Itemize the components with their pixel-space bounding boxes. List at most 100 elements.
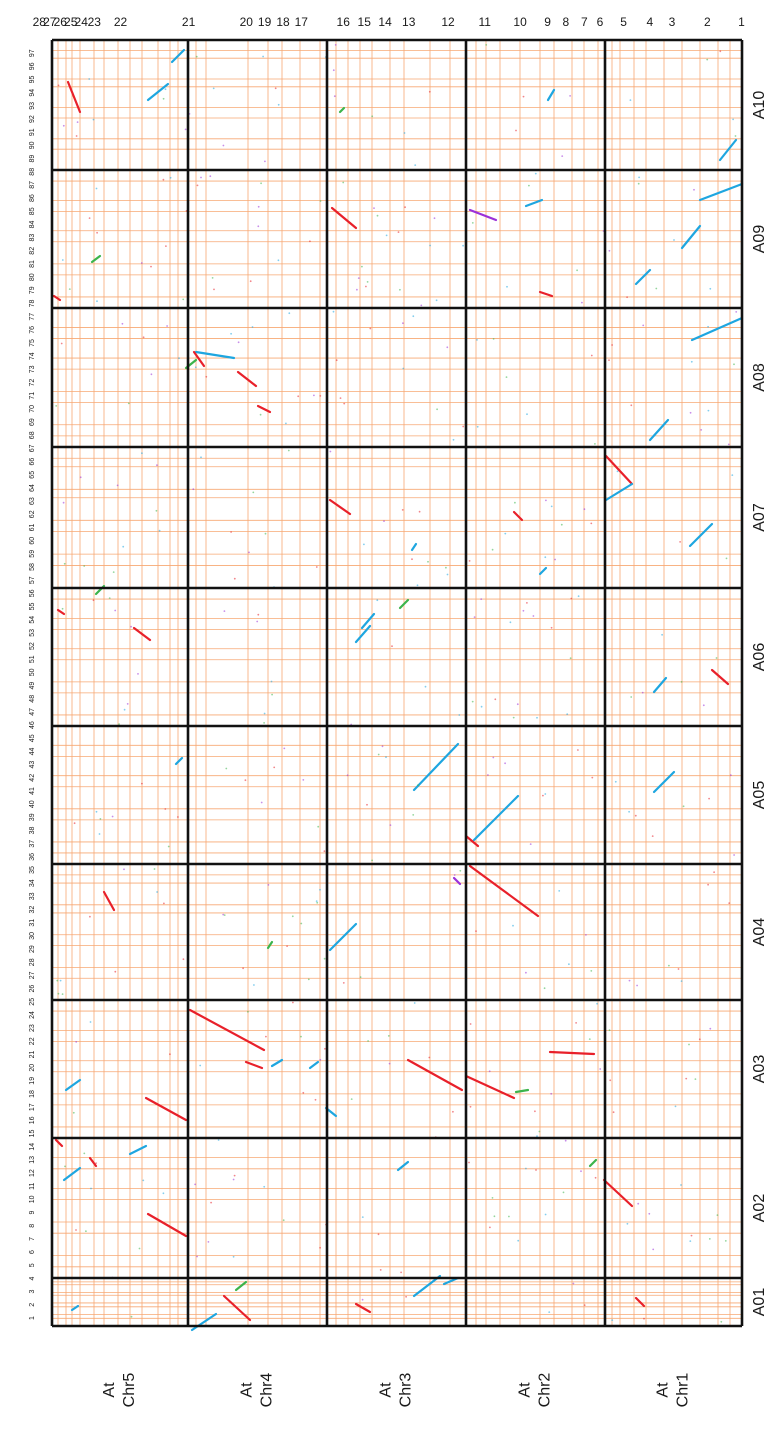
match-dot bbox=[282, 1219, 285, 1222]
syntenic-segment bbox=[410, 542, 418, 552]
match-dot bbox=[642, 324, 645, 327]
match-dot bbox=[365, 285, 367, 288]
match-dot bbox=[118, 723, 120, 725]
match-dot bbox=[95, 187, 98, 190]
match-dot bbox=[536, 1135, 538, 1138]
match-dot bbox=[471, 222, 474, 224]
syntenic-segment bbox=[330, 206, 358, 230]
match-dot bbox=[471, 700, 474, 703]
match-dot bbox=[138, 1247, 141, 1250]
match-dot bbox=[332, 69, 335, 72]
arabidopsis-chr-label-line1: At bbox=[517, 1382, 534, 1398]
syntenic-segment bbox=[66, 80, 82, 114]
match-dot bbox=[73, 822, 76, 825]
top-block-label: 13 bbox=[402, 15, 416, 29]
match-dot bbox=[167, 845, 170, 848]
left-block-label: 18 bbox=[29, 1090, 36, 1098]
syntenic-segment bbox=[132, 626, 152, 642]
match-dot bbox=[706, 58, 709, 61]
brassica-chr-label: A07 bbox=[751, 503, 768, 532]
syntenic-segment bbox=[398, 598, 410, 610]
match-dot bbox=[402, 367, 405, 370]
arabidopsis-chr-label-line1: At bbox=[239, 1382, 256, 1398]
match-dot bbox=[376, 599, 379, 602]
match-dot bbox=[222, 144, 225, 147]
match-dot bbox=[588, 1038, 591, 1040]
match-dot bbox=[251, 326, 254, 328]
match-dot bbox=[253, 984, 255, 986]
syntenic-segment bbox=[546, 88, 556, 102]
syntenic-segment bbox=[652, 770, 676, 794]
brassica-chromosome-labels: A01 A02 A03 A04 A05 A06 A07 A08 A09 A10 bbox=[751, 91, 768, 1317]
match-dot bbox=[489, 1226, 491, 1229]
match-dot bbox=[630, 696, 633, 698]
syntenic-segment bbox=[698, 182, 744, 202]
top-block-label: 18 bbox=[276, 15, 290, 29]
match-dot bbox=[469, 1023, 472, 1025]
match-dot bbox=[211, 277, 214, 279]
match-dot bbox=[491, 548, 494, 551]
match-dot bbox=[414, 164, 417, 167]
syntenic-segment bbox=[308, 1060, 320, 1070]
left-block-label: 74 bbox=[29, 352, 36, 360]
match-dot bbox=[611, 344, 613, 346]
match-dot bbox=[217, 1139, 220, 1141]
match-dot bbox=[209, 175, 212, 178]
match-dot bbox=[83, 1152, 86, 1155]
left-block-label: 82 bbox=[29, 247, 36, 255]
match-dot bbox=[492, 338, 495, 340]
match-dot bbox=[283, 747, 286, 750]
match-dot bbox=[156, 464, 158, 467]
match-dot bbox=[436, 408, 438, 411]
syntenic-segment bbox=[192, 350, 206, 368]
syntenic-segment bbox=[222, 1294, 252, 1322]
syntenic-segment bbox=[464, 1074, 516, 1100]
match-dot bbox=[95, 810, 98, 813]
syntenic-segment bbox=[144, 1096, 188, 1122]
match-dot bbox=[693, 188, 695, 191]
match-dot bbox=[535, 1169, 537, 1171]
match-dot bbox=[399, 288, 401, 291]
left-block-label: 55 bbox=[29, 603, 36, 611]
syntenic-segment bbox=[396, 1160, 410, 1172]
match-dot bbox=[270, 680, 273, 683]
match-dot bbox=[648, 1212, 651, 1215]
left-block-label: 40 bbox=[29, 800, 36, 808]
match-dot bbox=[230, 332, 233, 335]
match-dot bbox=[590, 354, 593, 357]
match-dot bbox=[485, 44, 488, 46]
match-dot bbox=[411, 558, 413, 561]
top-block-label: 17 bbox=[295, 15, 309, 29]
match-dot bbox=[377, 753, 380, 756]
match-dot bbox=[522, 609, 525, 612]
match-dot bbox=[732, 118, 734, 121]
match-dot bbox=[88, 78, 91, 80]
syntenic-segment bbox=[328, 498, 352, 516]
left-block-label: 38 bbox=[29, 827, 36, 835]
left-block-label: 50 bbox=[29, 668, 36, 676]
match-dot bbox=[689, 1240, 692, 1242]
syntenic-segment bbox=[62, 1166, 82, 1182]
match-dot bbox=[373, 207, 375, 210]
top-block-label: 9 bbox=[544, 15, 551, 29]
match-dot bbox=[237, 341, 240, 344]
match-dot bbox=[137, 673, 139, 675]
match-dot bbox=[265, 1035, 267, 1038]
match-dot bbox=[725, 557, 728, 560]
match-dot bbox=[264, 532, 267, 535]
top-block-label: 19 bbox=[258, 15, 272, 29]
match-dot bbox=[504, 762, 506, 765]
left-block-label: 80 bbox=[29, 273, 36, 281]
syntenic-segment bbox=[602, 1178, 634, 1208]
match-dot bbox=[716, 1214, 719, 1216]
match-dot bbox=[192, 488, 195, 491]
syntenic-segment bbox=[718, 138, 738, 162]
match-dot bbox=[445, 566, 447, 569]
left-block-label: 93 bbox=[29, 102, 36, 110]
left-block-label: 22 bbox=[29, 1037, 36, 1045]
top-block-label: 14 bbox=[378, 15, 392, 29]
match-dot bbox=[232, 1255, 235, 1258]
match-dot bbox=[196, 1255, 199, 1258]
grid-lines bbox=[52, 40, 742, 1326]
left-block-label: 33 bbox=[29, 892, 36, 900]
